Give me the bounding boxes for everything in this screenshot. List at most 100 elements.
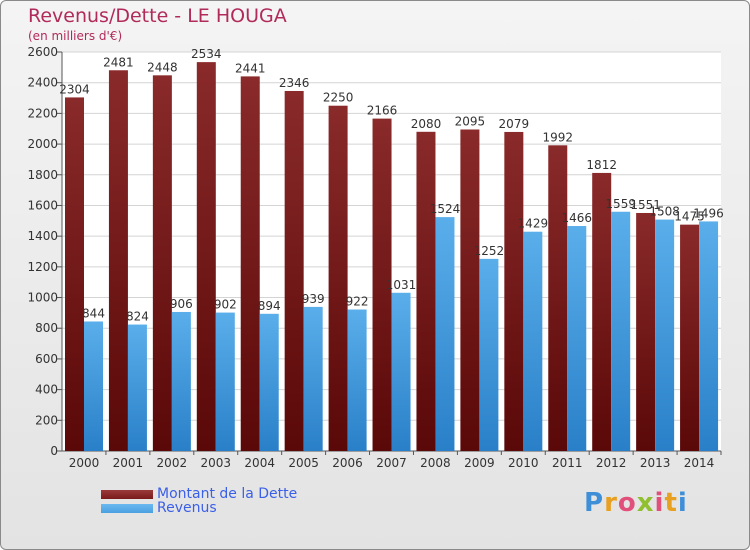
bar-revenus: [655, 219, 675, 451]
bar-dette: [548, 145, 568, 451]
data-label-revenus: 844: [82, 306, 105, 320]
x-tick-label: 2010: [508, 456, 539, 470]
bar-revenus: [127, 324, 147, 451]
x-tick-label: 2011: [552, 456, 583, 470]
y-tick-label: 400: [35, 383, 58, 397]
bar-revenus: [215, 312, 235, 451]
x-tick-label: 2002: [157, 456, 188, 470]
x-tick-label: 2014: [684, 456, 715, 470]
data-label-dette: 2346: [279, 76, 310, 90]
bar-revenus: [303, 306, 323, 451]
x-tick-label: 2005: [288, 456, 319, 470]
bar-revenus: [171, 311, 191, 451]
data-label-dette: 2166: [367, 104, 398, 118]
data-label-dette: 2481: [103, 55, 134, 69]
data-labels: 2304 844 2481 824 2448 906 2534 902 2441 894 2346 9…: [59, 47, 724, 323]
y-tick-label: 600: [35, 352, 58, 366]
bar-dette: [416, 131, 436, 452]
x-tick-label: 2006: [332, 456, 363, 470]
y-tick-label: 1800: [27, 168, 58, 182]
y-tick-label: 1400: [27, 229, 58, 243]
data-label-dette: 2448: [147, 60, 178, 74]
chart-title: Revenus/Dette - LE HOUGA: [28, 5, 287, 27]
data-label-revenus: 824: [126, 310, 149, 324]
bar-revenus: [84, 321, 103, 451]
bar-dette: [65, 97, 84, 451]
x-tick-label: 2013: [640, 456, 671, 470]
legend-swatch-revenus: [101, 504, 153, 513]
y-tick-label: 0: [50, 444, 58, 458]
chart-subtitle: (en milliers d'€): [28, 29, 123, 43]
bar-dette: [592, 172, 612, 452]
bar-dette: [240, 76, 260, 451]
bar-revenus: [523, 231, 543, 451]
bar-revenus: [479, 258, 499, 451]
y-tick-label: 800: [35, 321, 58, 335]
bar-revenus: [347, 309, 367, 451]
bar-revenus: [391, 292, 411, 451]
y-tick-label: 2200: [27, 106, 58, 120]
data-label-dette: 2441: [235, 61, 266, 75]
data-label-revenus: 906: [170, 297, 193, 311]
data-label-dette: 1551: [630, 198, 661, 212]
axes: 0 200 400 600 800 1000 1200 1400 1600 1800 2000 220…: [27, 45, 722, 470]
bar-revenus: [259, 313, 279, 451]
bars: [65, 62, 719, 452]
bar-dette: [108, 70, 128, 451]
x-tick-label: 2008: [420, 456, 451, 470]
y-tick-label: 1200: [27, 260, 58, 274]
data-label-revenus: 1429: [518, 217, 549, 231]
y-tick-label: 1600: [27, 198, 58, 212]
data-label-dette: 2080: [411, 117, 442, 131]
y-tick-label: 1000: [27, 291, 58, 305]
bar-dette: [284, 90, 304, 451]
data-label-revenus: 939: [302, 292, 325, 306]
bar-revenus: [699, 221, 719, 451]
bar-revenus: [567, 226, 587, 451]
bar-dette: [328, 105, 348, 451]
data-label-dette: 2079: [499, 117, 530, 131]
x-tick-label: 2001: [113, 456, 144, 470]
bar-dette: [680, 224, 700, 451]
data-label-revenus: 1508: [649, 205, 680, 219]
data-label-dette: 2304: [59, 82, 90, 96]
bar-dette: [504, 131, 524, 451]
data-label-revenus: 902: [214, 298, 237, 312]
data-label-revenus: 922: [346, 295, 369, 309]
data-label-dette: 1475: [674, 210, 705, 224]
y-tick-label: 200: [35, 413, 58, 427]
x-tick-label: 2000: [69, 456, 100, 470]
data-label-dette: 2534: [191, 47, 222, 61]
y-tick-label: 2000: [27, 137, 58, 151]
data-label-revenus: 1252: [474, 244, 505, 258]
legend-label-dette: Montant de la Dette: [157, 486, 298, 502]
bar-dette: [152, 75, 172, 451]
y-tick-label: 2400: [27, 76, 58, 90]
x-tick-label: 2009: [464, 456, 495, 470]
data-label-dette: 2095: [455, 114, 486, 128]
bar-dette: [636, 212, 656, 451]
x-tick-label: 2003: [200, 456, 231, 470]
proxiti-logo: Proxiti: [584, 488, 688, 518]
data-label-dette: 1992: [542, 130, 573, 144]
data-label-dette: 2250: [323, 91, 354, 105]
bar-revenus: [435, 217, 455, 451]
legend-swatch-dette: [101, 490, 153, 499]
data-label-revenus: 894: [258, 299, 281, 313]
bar-dette: [372, 118, 392, 452]
x-tick-label: 2012: [596, 456, 627, 470]
data-label-dette: 1812: [586, 158, 617, 172]
x-tick-label: 2007: [376, 456, 407, 470]
x-tick-label: 2004: [244, 456, 275, 470]
bar-revenus: [611, 211, 631, 451]
bar-dette: [460, 129, 480, 451]
data-label-revenus: 1031: [386, 278, 417, 292]
legend-label-revenus: Revenus: [157, 500, 217, 516]
y-tick-label: 2600: [27, 45, 58, 59]
data-label-revenus: 1524: [430, 202, 461, 216]
data-label-revenus: 1559: [605, 197, 636, 211]
data-label-revenus: 1466: [561, 211, 592, 225]
data-label-revenus: 1496: [693, 206, 724, 220]
